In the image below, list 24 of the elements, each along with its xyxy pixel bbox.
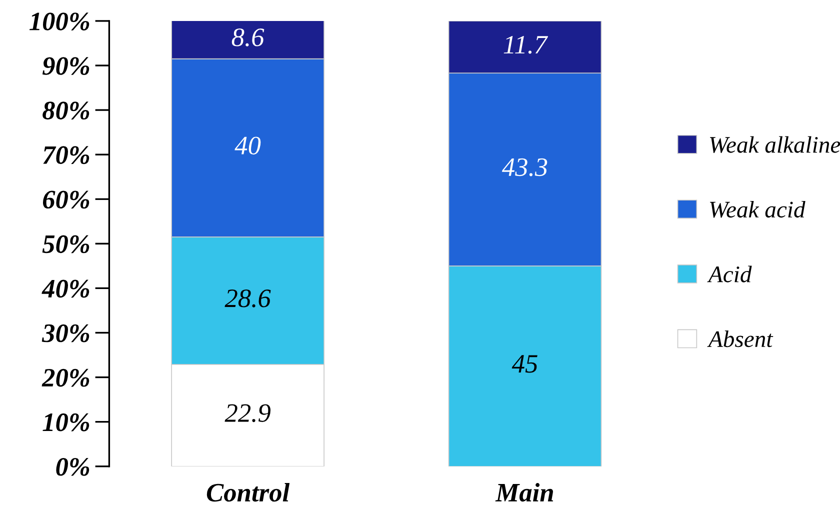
legend-label: Weak alkaline — [710, 136, 840, 153]
y-tick-label: 40% — [42, 280, 90, 298]
data-label: 40 — [234, 136, 261, 155]
y-tick-label: 60% — [42, 190, 90, 209]
data-label: 43.3 — [502, 158, 548, 176]
legend-label: Weak acid — [710, 201, 806, 218]
data-label: 28.6 — [224, 289, 271, 308]
legend-label: Absent — [707, 330, 774, 348]
x-tick-label: Control — [206, 483, 290, 502]
data-label: 8.6 — [232, 28, 264, 46]
y-tick-label: 20% — [42, 368, 90, 387]
data-label: 45 — [512, 355, 538, 373]
y-tick-label: 30% — [42, 324, 90, 342]
data-label: 22.9 — [224, 404, 270, 422]
y-tick-label: 80% — [42, 102, 90, 120]
y-tick-label: 90% — [42, 57, 90, 75]
y-tick-label: 50% — [42, 235, 90, 254]
data-label: 11.7 — [504, 36, 548, 54]
y-tick-label: 10% — [42, 413, 90, 432]
y-tick-label: 0% — [56, 458, 90, 476]
x-tick-label: Main — [495, 483, 554, 502]
y-tick-label: 70% — [43, 146, 90, 164]
y-tick-label: 100% — [30, 12, 90, 30]
legend-label: Acid — [707, 266, 752, 282]
